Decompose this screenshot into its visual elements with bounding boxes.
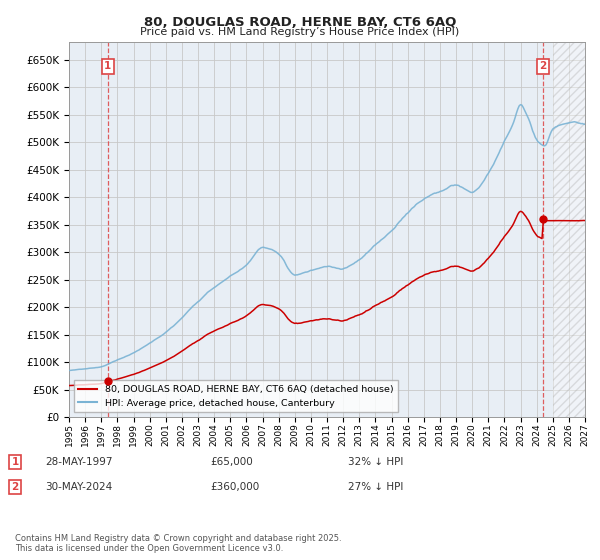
Text: 2: 2 (539, 62, 547, 71)
Text: 32% ↓ HPI: 32% ↓ HPI (348, 457, 403, 467)
Legend: 80, DOUGLAS ROAD, HERNE BAY, CT6 6AQ (detached house), HPI: Average price, detac: 80, DOUGLAS ROAD, HERNE BAY, CT6 6AQ (de… (74, 380, 398, 413)
Bar (553, 42, 585, 417)
Text: Contains HM Land Registry data © Crown copyright and database right 2025.
This d: Contains HM Land Registry data © Crown c… (15, 534, 341, 553)
Text: 30-MAY-2024: 30-MAY-2024 (45, 482, 112, 492)
Text: 28-MAY-1997: 28-MAY-1997 (45, 457, 113, 467)
Text: 1: 1 (11, 457, 19, 467)
Text: 27% ↓ HPI: 27% ↓ HPI (348, 482, 403, 492)
Text: £65,000: £65,000 (210, 457, 253, 467)
Text: £360,000: £360,000 (210, 482, 259, 492)
Text: 80, DOUGLAS ROAD, HERNE BAY, CT6 6AQ: 80, DOUGLAS ROAD, HERNE BAY, CT6 6AQ (144, 16, 456, 29)
Text: 1: 1 (104, 62, 112, 71)
Text: Price paid vs. HM Land Registry’s House Price Index (HPI): Price paid vs. HM Land Registry’s House … (140, 27, 460, 37)
Text: 2: 2 (11, 482, 19, 492)
